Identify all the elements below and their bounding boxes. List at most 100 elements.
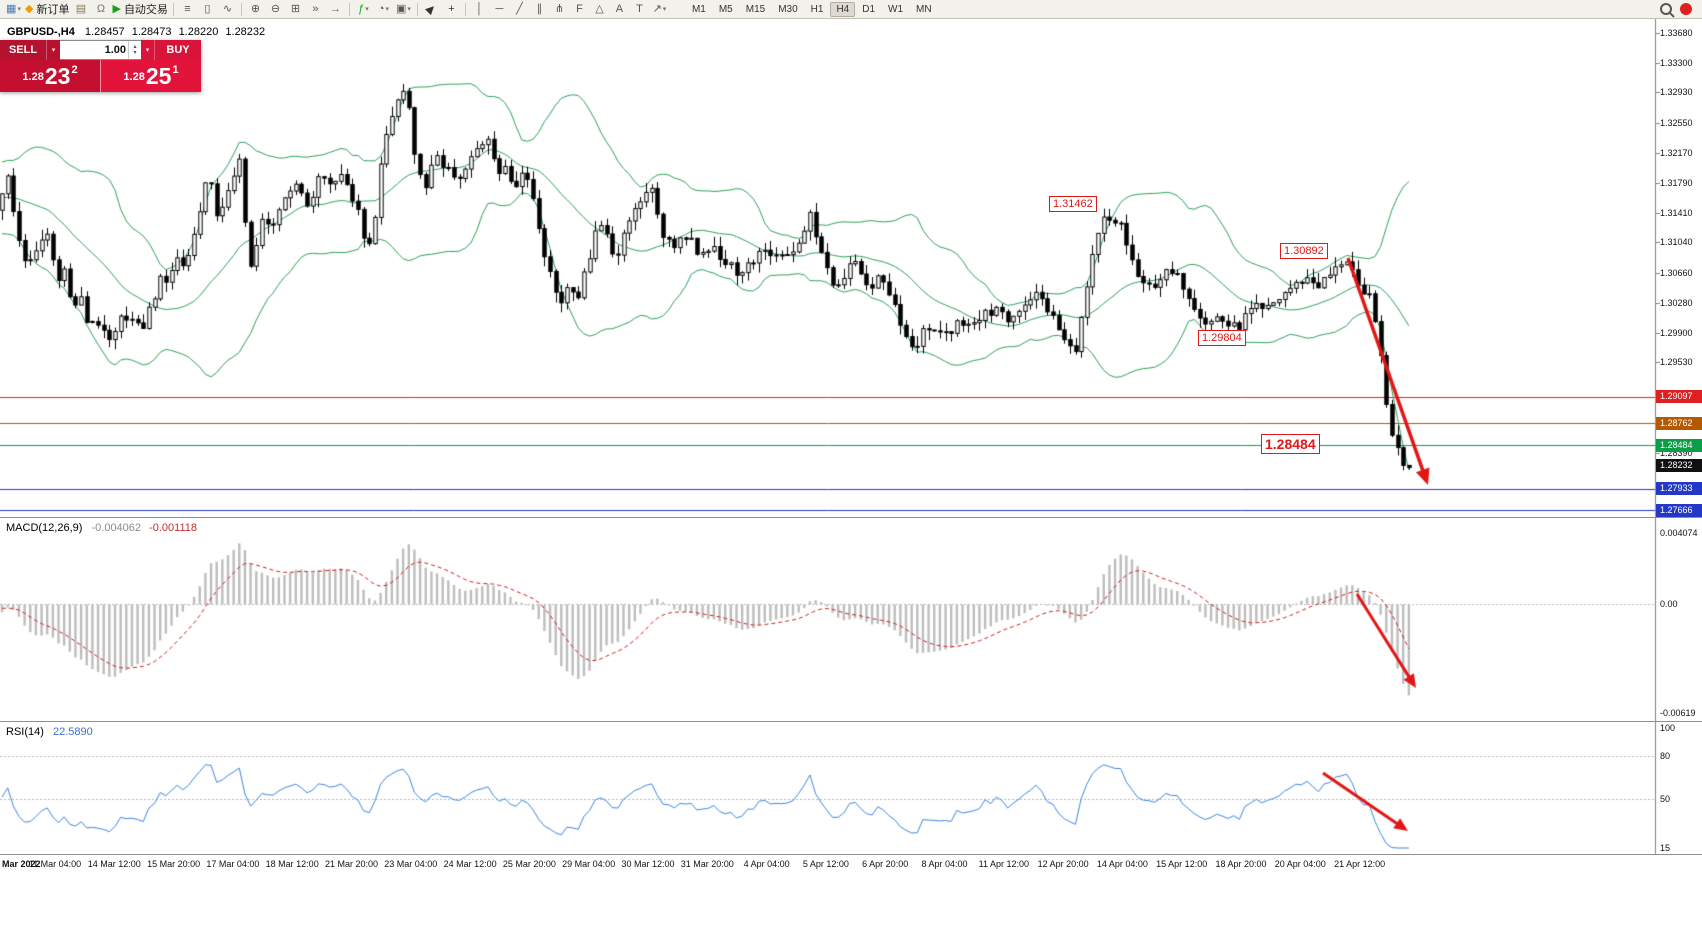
chart-shift-icon[interactable]: → bbox=[326, 1, 345, 17]
arrows-tool-icon[interactable]: ↗ ▾ bbox=[650, 1, 669, 17]
timeframe-h4[interactable]: H4 bbox=[830, 1, 856, 17]
macd-scale[interactable]: 0.004074 0.00 -0.00619 bbox=[1656, 518, 1702, 721]
new-order-button-label: 新订单 bbox=[36, 4, 70, 16]
tile-windows-icon[interactable]: ⊞ bbox=[286, 1, 305, 17]
open-value: 1.28457 bbox=[84, 26, 125, 38]
timeframe-m1[interactable]: M1 bbox=[691, 3, 706, 15]
timeframe-h1[interactable]: H1 bbox=[810, 3, 824, 15]
templates-icon[interactable]: ▣ ▾ bbox=[394, 1, 413, 17]
crosshair-icon[interactable]: + bbox=[442, 1, 461, 17]
time-label: 18 Mar 12:00 bbox=[265, 859, 319, 869]
timeframe-d1[interactable]: D1 bbox=[862, 3, 876, 15]
timeframe-w1[interactable]: W1 bbox=[888, 3, 904, 15]
notification-badge[interactable] bbox=[1680, 3, 1692, 15]
templates-icon-caret-icon[interactable]: ▾ bbox=[407, 6, 411, 13]
sell-options-caret-icon[interactable]: ▾ bbox=[46, 40, 60, 60]
search-icon[interactable] bbox=[1660, 3, 1672, 15]
rsi-scale[interactable]: 100 80 50 15 bbox=[1656, 722, 1702, 854]
sound-icon[interactable]: Ω bbox=[91, 1, 110, 17]
auto-scroll-icon[interactable]: » bbox=[306, 1, 325, 17]
panel-divider[interactable] bbox=[0, 517, 1702, 518]
buy-price-button[interactable]: 1.28 25 1 bbox=[100, 60, 201, 92]
volume-increase-button[interactable]: ▴ bbox=[133, 44, 137, 50]
time-label: 8 Apr 04:00 bbox=[921, 859, 968, 869]
rsi-indicator-label: RSI(14) 22.5890 bbox=[6, 726, 93, 738]
rsi-tick-label: 15 bbox=[1660, 843, 1671, 853]
price-annotation[interactable]: 1.31462 bbox=[1049, 196, 1097, 212]
price-tick-label: 1.32170 bbox=[1660, 147, 1693, 158]
fibonacci-icon[interactable]: F bbox=[570, 1, 589, 17]
timeframe-m30[interactable]: M30 bbox=[778, 3, 798, 15]
timeframe-mn[interactable]: MN bbox=[916, 3, 932, 15]
price-tick-label: 1.30280 bbox=[1660, 297, 1693, 308]
buy-options-caret-icon[interactable]: ▾ bbox=[141, 40, 155, 60]
text-icon[interactable]: A bbox=[610, 1, 629, 17]
new-chart-icon[interactable]: ▦ ▾ bbox=[4, 1, 23, 17]
volume-input[interactable] bbox=[60, 44, 128, 56]
periods-icon-caret-icon[interactable]: ▾ bbox=[385, 6, 390, 13]
time-label: 11 Mar 04:00 bbox=[28, 859, 82, 869]
price-tick-label: 1.29530 bbox=[1660, 357, 1693, 368]
timeframe-m5[interactable]: M5 bbox=[718, 3, 733, 15]
toolbar-separator bbox=[240, 2, 242, 16]
panel-divider[interactable] bbox=[0, 721, 1702, 722]
vertical-line-icon[interactable]: │ bbox=[470, 1, 489, 17]
price-tick-label: 1.32930 bbox=[1660, 87, 1693, 98]
timeframe-m15[interactable]: M15 bbox=[745, 3, 766, 15]
new-order-button[interactable]: ◆ 新订单 bbox=[24, 1, 70, 17]
volume-stepper: ▴ ▾ bbox=[128, 41, 141, 59]
sell-button[interactable]: SELL bbox=[0, 40, 46, 60]
text-label-icon[interactable]: T bbox=[630, 1, 649, 17]
sell-price-button[interactable]: 1.28 23 2 bbox=[0, 60, 100, 92]
autotrading-button-glyph: ▶ bbox=[112, 2, 121, 15]
candlestick-chart-icon[interactable]: ▯ bbox=[198, 1, 217, 17]
sound-icon-glyph: Ω bbox=[96, 2, 106, 15]
current-price-tag: 1.28232 bbox=[1656, 458, 1702, 472]
price-annotation[interactable]: 1.30892 bbox=[1280, 243, 1328, 259]
bar-chart-icon[interactable]: ≡ bbox=[178, 1, 197, 17]
text-label-icon-glyph: T bbox=[636, 2, 643, 15]
zoom-in-icon[interactable]: ⊕ bbox=[246, 1, 265, 17]
arrows-tool-icon-caret-icon[interactable]: ▾ bbox=[662, 6, 667, 13]
text-icon-glyph: A bbox=[615, 2, 624, 15]
time-axis[interactable]: Mar 2022 11 Mar 04:00 14 Mar 12:00 15 Mar 2… bbox=[0, 854, 1702, 876]
zoom-out-icon[interactable]: ⊖ bbox=[266, 1, 285, 17]
rsi-canvas[interactable] bbox=[0, 722, 1702, 854]
indicators-icon-caret-icon[interactable]: ▾ bbox=[365, 6, 369, 13]
pitchfork-icon[interactable]: ⋔ bbox=[550, 1, 569, 17]
macd-tick-label: -0.00619 bbox=[1660, 708, 1696, 718]
indicators-icon-glyph: ƒ bbox=[358, 2, 365, 15]
price-annotation[interactable]: 1.29804 bbox=[1198, 330, 1246, 346]
buy-button[interactable]: BUY bbox=[155, 40, 201, 60]
price-chart-canvas[interactable] bbox=[0, 19, 1702, 517]
buy-price-main: 25 bbox=[145, 63, 172, 89]
macd-canvas[interactable] bbox=[0, 518, 1702, 721]
line-chart-icon[interactable]: ∿ bbox=[218, 1, 237, 17]
rsi-tick-label: 80 bbox=[1660, 751, 1671, 762]
time-label: 17 Mar 04:00 bbox=[206, 859, 260, 869]
price-annotation[interactable]: 1.28484 bbox=[1261, 434, 1320, 454]
indicators-icon[interactable]: ƒ ▾ bbox=[354, 1, 373, 17]
zoom-in-icon-glyph: ⊕ bbox=[250, 2, 261, 15]
price-tick-label: 1.30660 bbox=[1660, 267, 1693, 278]
toolbar-separator bbox=[464, 2, 466, 16]
toolbar-separator bbox=[416, 2, 418, 16]
cursor-icon[interactable]: ▶ bbox=[422, 1, 441, 17]
time-label: 18 Apr 20:00 bbox=[1215, 859, 1267, 869]
time-label: 29 Mar 04:00 bbox=[562, 859, 616, 869]
price-level-tag: 1.27666 bbox=[1656, 503, 1702, 517]
new-chart-icon-caret-icon[interactable]: ▾ bbox=[17, 6, 21, 13]
volume-decrease-button[interactable]: ▾ bbox=[133, 50, 137, 56]
one-click-trading-widget: SELL ▾ ▴ ▾ ▾ BUY 1.28 23 2 bbox=[0, 40, 201, 92]
price-tick-label: 1.31790 bbox=[1660, 177, 1693, 188]
horizontal-line-icon[interactable]: ─ bbox=[490, 1, 509, 17]
shapes-icon[interactable]: △ bbox=[590, 1, 609, 17]
templates-icon-glyph: ▣ bbox=[395, 2, 407, 15]
autotrading-button[interactable]: ▶ 自动交易 bbox=[111, 1, 168, 17]
profiles-icon[interactable]: ▤ bbox=[71, 1, 90, 17]
trendline-icon[interactable]: ╱ bbox=[510, 1, 529, 17]
time-label: 31 Mar 20:00 bbox=[680, 859, 734, 869]
price-scale[interactable]: 1.33680 1.33300 1.32930 1.32550 1.32170 1.317… bbox=[1656, 19, 1702, 517]
channel-icon[interactable]: ∥ bbox=[530, 1, 549, 17]
periods-icon[interactable]: ◔ ▾ bbox=[374, 1, 393, 17]
